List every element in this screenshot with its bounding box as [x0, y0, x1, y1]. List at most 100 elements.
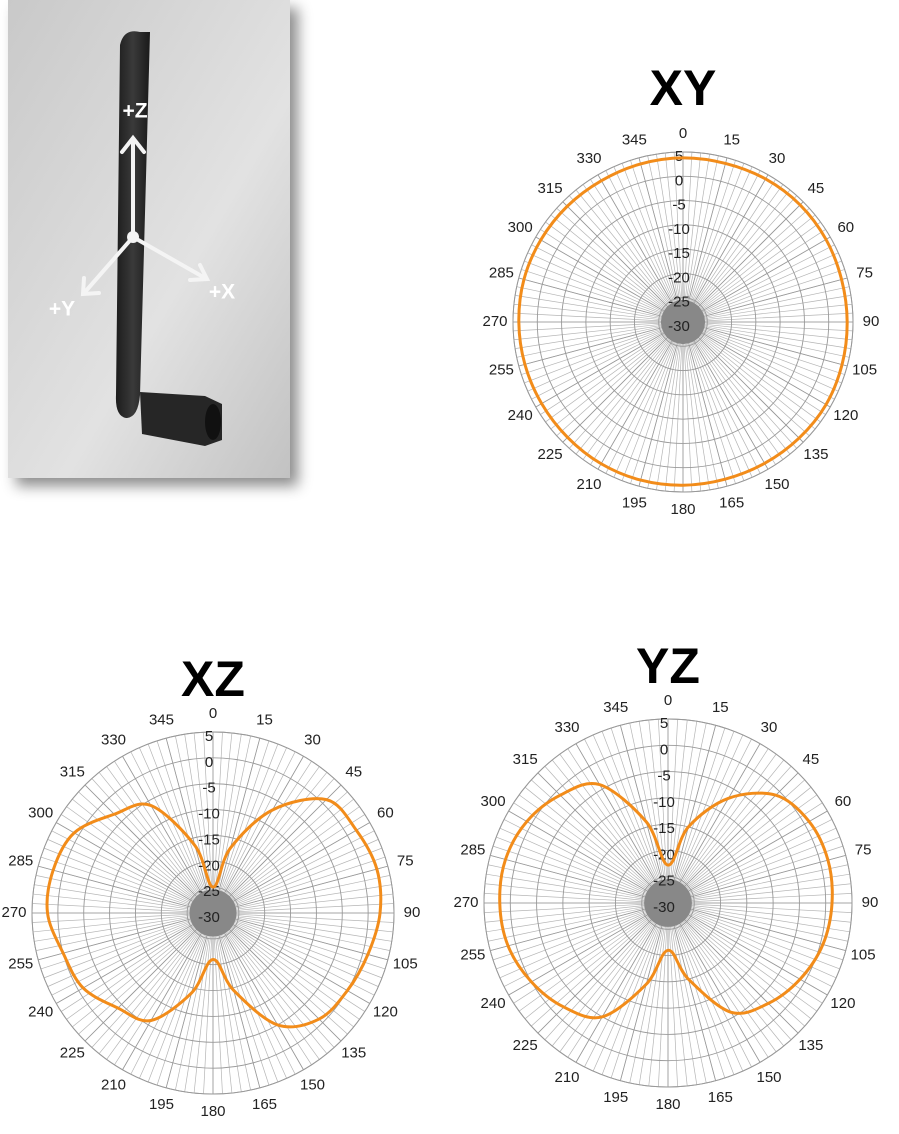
angle-grid-line	[682, 321, 848, 367]
radial-tick-label: -30	[668, 318, 690, 335]
angle-tick-label: 75	[856, 264, 873, 281]
radial-tick-label: -10	[198, 806, 220, 823]
radial-grid-ring	[509, 744, 827, 1062]
angle-tick-label: 195	[149, 1096, 174, 1113]
angle-tick-label: 255	[489, 362, 514, 379]
radial-tick-label: 0	[205, 754, 213, 771]
radial-grid-ring	[57, 757, 369, 1069]
angle-tick-label: 60	[837, 219, 854, 236]
angle-tick-label: 105	[851, 946, 876, 963]
angle-tick-label: 30	[761, 719, 778, 736]
radial-grid-ring	[614, 849, 722, 957]
angle-tick-label: 135	[798, 1037, 823, 1054]
angle-grid-line	[38, 865, 214, 914]
angle-tick-label: 180	[200, 1103, 225, 1120]
angle-tick-label: 165	[708, 1089, 733, 1106]
angle-grid-line	[212, 912, 261, 1088]
radial-tick-label: -25	[653, 873, 675, 890]
axis-arrows	[80, 134, 211, 297]
radial-grid-ring	[536, 771, 800, 1035]
angle-tick-label: 75	[855, 842, 872, 859]
radial-tick-label: -5	[657, 768, 670, 785]
angle-tick-label: 225	[513, 1037, 538, 1054]
angle-tick-label: 330	[101, 732, 126, 749]
axis-label: +Y	[49, 298, 75, 321]
angle-grid-line	[575, 743, 669, 904]
polar-chart: 0 15 30 45 60 75 90 105 120 135 150 165 180 195 210 225…	[1, 651, 420, 1120]
chart-title: XY	[650, 60, 717, 116]
angle-tick-label: 0	[209, 705, 217, 722]
angle-tick-label: 30	[304, 732, 321, 749]
angle-grid-line	[38, 912, 214, 961]
angle-tick-label: 240	[28, 1003, 53, 1020]
angle-grid-line	[682, 201, 804, 323]
radial-tick-label: 0	[675, 172, 683, 189]
angle-tick-label: 15	[723, 131, 740, 148]
angle-tick-label: 15	[712, 699, 729, 716]
angle-grid-line	[638, 157, 684, 323]
radial-grid-ring	[536, 175, 830, 469]
center-disk	[189, 889, 237, 937]
angle-tick-label: 285	[8, 852, 33, 869]
radial-tick-label: -5	[672, 197, 685, 214]
angle-grid-line	[667, 902, 846, 952]
angle-tick-label: 165	[252, 1096, 277, 1113]
angle-tick-label: 135	[803, 446, 828, 463]
radial-tick-label: -30	[653, 899, 675, 916]
angle-tick-label: 255	[8, 955, 33, 972]
angle-grid-line	[667, 810, 828, 904]
angle-grid-line	[619, 725, 669, 904]
angle-tick-label: 195	[622, 495, 647, 512]
angle-grid-line	[562, 201, 684, 323]
radial-tick-label: 5	[660, 715, 668, 732]
angle-grid-line	[490, 854, 669, 904]
connector-end	[205, 404, 221, 440]
axis-label: +X	[209, 281, 235, 304]
angle-tick-label: 210	[101, 1076, 126, 1093]
angle-tick-label: 105	[852, 362, 877, 379]
angle-tick-label: 240	[481, 995, 506, 1012]
radial-grid-ring	[31, 731, 395, 1095]
radial-tick-label: -15	[668, 245, 690, 262]
angle-tick-label: 345	[622, 131, 647, 148]
angle-grid-line	[84, 912, 214, 1042]
angle-tick-label: 315	[538, 180, 563, 197]
center-disk	[660, 299, 706, 345]
radial-tick-label: -25	[668, 294, 690, 311]
radial-grid-ring	[585, 224, 781, 420]
angle-grid-line	[667, 743, 761, 904]
angle-tick-label: 90	[862, 894, 879, 911]
angle-grid-line	[165, 912, 214, 1088]
angle-grid-line	[212, 756, 304, 914]
angle-grid-line	[682, 321, 804, 443]
angle-grid-line	[535, 321, 684, 408]
angle-grid-line	[682, 277, 848, 323]
angle-grid-line	[212, 738, 261, 914]
angle-tick-label: 315	[60, 763, 85, 780]
angle-grid-line	[518, 321, 684, 367]
radial-tick-label: -30	[198, 909, 220, 926]
angle-grid-line	[212, 912, 370, 1004]
axis-label: +Z	[122, 100, 147, 123]
angle-tick-label: 45	[802, 751, 819, 768]
angle-tick-label: 60	[377, 804, 394, 821]
angle-tick-label: 135	[341, 1045, 366, 1062]
angle-tick-label: 165	[719, 495, 744, 512]
angle-grid-line	[682, 321, 769, 470]
radial-grid-ring	[561, 200, 805, 444]
axis-origin	[127, 231, 139, 243]
radial-grid-ring	[641, 876, 695, 930]
angle-grid-line	[667, 854, 846, 904]
angle-tick-label: 210	[554, 1069, 579, 1086]
angle-tick-label: 315	[513, 751, 538, 768]
angle-grid-line	[56, 822, 214, 914]
angle-tick-label: 45	[808, 180, 825, 197]
angle-tick-label: 285	[460, 842, 485, 859]
chart-title: YZ	[636, 638, 700, 694]
radial-grid-ring	[109, 809, 317, 1017]
angle-grid-line	[597, 174, 684, 323]
angle-grid-line	[682, 321, 831, 408]
radial-tick-label: -10	[668, 221, 690, 238]
antenna-connector	[140, 392, 222, 446]
